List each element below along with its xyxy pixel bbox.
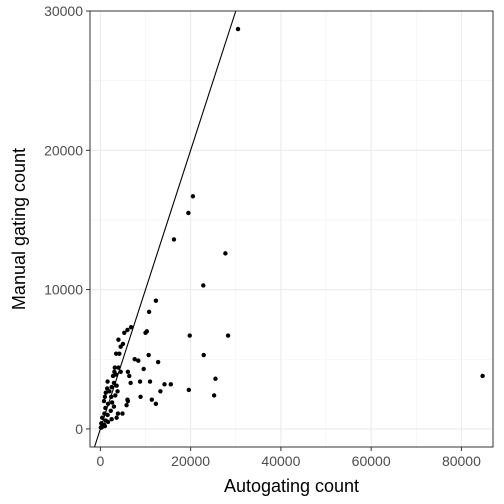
data-point	[102, 394, 108, 400]
data-point	[111, 404, 117, 409]
data-point	[153, 401, 159, 407]
data-point	[190, 194, 196, 199]
data-point	[186, 210, 191, 216]
data-point	[146, 309, 152, 315]
data-point	[187, 333, 192, 338]
data-point	[109, 416, 114, 422]
x-tick-label: 60000	[352, 453, 391, 469]
data-point	[138, 394, 143, 400]
data-point	[113, 393, 118, 398]
data-point	[99, 415, 105, 420]
data-point	[117, 351, 122, 356]
data-point	[109, 394, 114, 400]
data-point	[186, 387, 192, 393]
data-point	[118, 369, 123, 374]
data-point	[128, 380, 133, 386]
data-point	[168, 382, 173, 387]
data-point	[143, 330, 148, 335]
data-point	[147, 379, 153, 384]
data-point	[124, 403, 129, 408]
data-point	[105, 412, 110, 418]
data-point	[223, 251, 228, 256]
data-point	[114, 383, 119, 388]
data-point	[141, 366, 146, 372]
data-point	[162, 382, 167, 387]
data-point	[125, 327, 130, 333]
data-point	[116, 337, 121, 342]
data-point	[105, 419, 111, 425]
data-points	[98, 26, 485, 430]
data-point	[201, 352, 206, 358]
data-point	[115, 389, 120, 394]
y-tick-label: 10000	[44, 282, 83, 298]
y-axis-title: Manual gating count	[9, 148, 29, 310]
data-point	[136, 358, 141, 363]
data-point	[201, 283, 206, 288]
data-point	[127, 373, 132, 379]
data-point	[111, 380, 117, 386]
x-axis-title: Autogating count	[224, 476, 359, 496]
data-point	[480, 373, 485, 379]
data-point	[101, 398, 107, 404]
x-tick-label: 20000	[171, 453, 210, 469]
data-point	[114, 415, 119, 420]
data-point	[146, 352, 151, 358]
data-point	[113, 372, 119, 377]
data-point	[112, 365, 118, 370]
data-point	[153, 298, 159, 303]
data-point	[158, 389, 163, 394]
data-point	[102, 423, 108, 429]
x-tick-label: 80000	[442, 453, 481, 469]
data-point	[105, 401, 111, 407]
data-point	[122, 330, 127, 335]
y-tick-label: 30000	[44, 3, 83, 19]
data-point	[213, 376, 218, 381]
data-point	[132, 357, 137, 362]
x-tick-label: 40000	[261, 453, 300, 469]
data-point	[128, 325, 134, 330]
data-point	[125, 369, 131, 374]
data-point	[109, 400, 115, 405]
data-point	[107, 389, 112, 394]
data-point	[108, 408, 113, 413]
data-point	[115, 411, 121, 416]
data-point	[171, 237, 177, 242]
data-point	[103, 390, 108, 395]
data-point	[103, 405, 108, 411]
y-tick-label: 20000	[44, 142, 83, 158]
data-point	[109, 384, 114, 390]
data-point	[118, 344, 123, 349]
data-point	[105, 379, 110, 384]
plot-panel	[90, 11, 493, 447]
data-point	[120, 411, 125, 416]
x-tick-label: 0	[96, 453, 104, 469]
panel-border	[89, 10, 494, 448]
data-point	[225, 333, 231, 338]
data-point	[137, 379, 143, 384]
axes: 0 20000 40000 60000 80000 0 10000 20000 30000	[44, 3, 481, 469]
data-point	[211, 393, 217, 398]
data-point	[113, 351, 119, 356]
data-point	[125, 397, 130, 402]
data-point	[235, 26, 241, 32]
y-tick-label: 0	[75, 421, 83, 437]
data-point	[116, 365, 121, 370]
data-point	[149, 397, 155, 402]
data-point	[155, 359, 161, 365]
